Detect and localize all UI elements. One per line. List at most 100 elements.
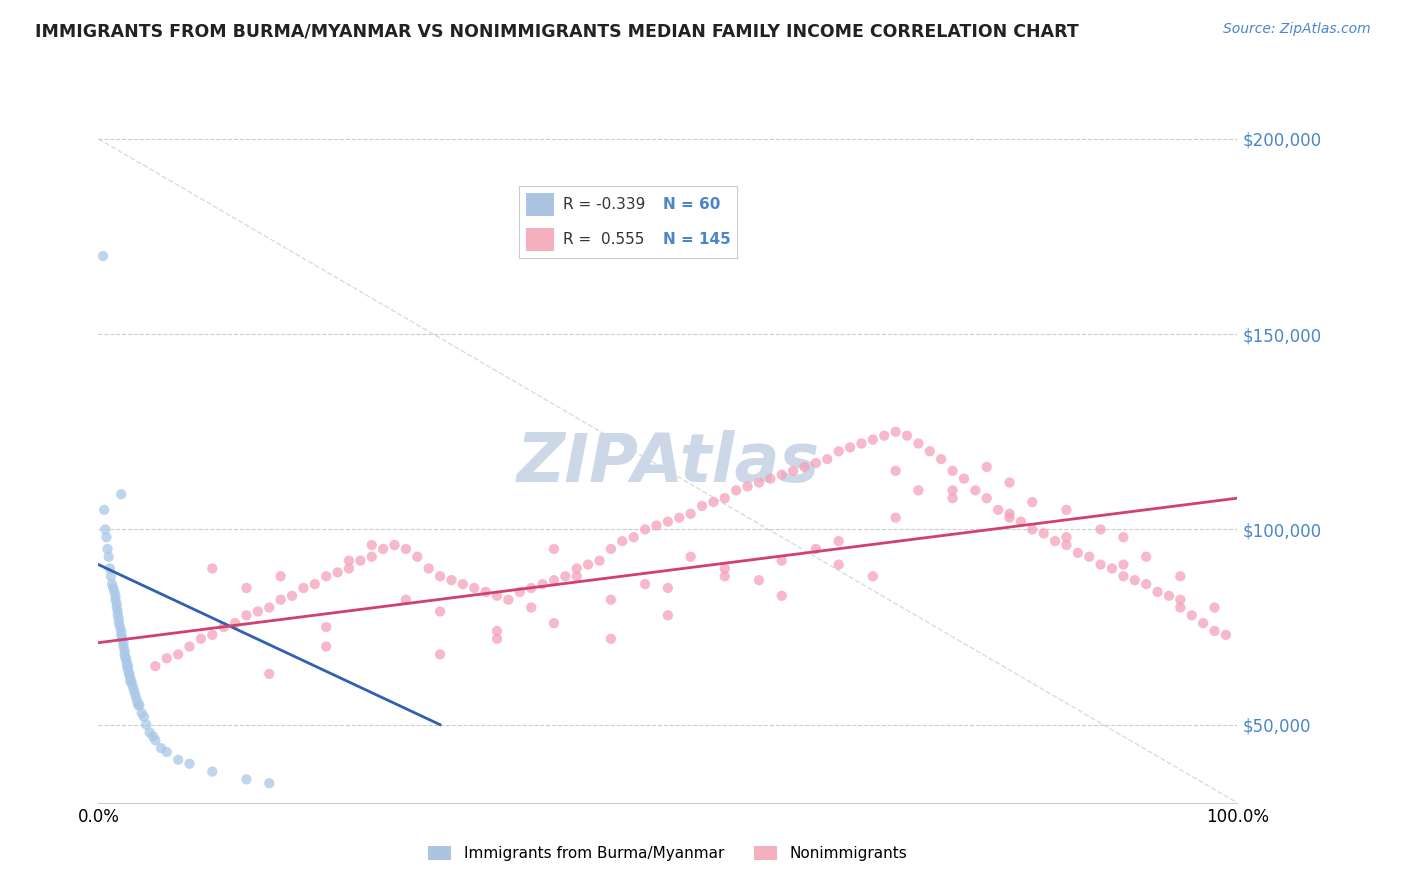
Point bbox=[804, 456, 827, 470]
Point bbox=[429, 604, 451, 618]
Point bbox=[657, 515, 679, 529]
Point bbox=[98, 561, 121, 575]
Point bbox=[125, 690, 148, 705]
Point bbox=[1170, 592, 1192, 607]
Point bbox=[201, 628, 224, 642]
Point bbox=[942, 464, 965, 478]
Point bbox=[942, 483, 965, 498]
Point bbox=[246, 604, 269, 618]
Point bbox=[576, 558, 599, 572]
Point bbox=[110, 624, 132, 638]
Point bbox=[770, 589, 793, 603]
Point bbox=[179, 756, 201, 771]
Point bbox=[828, 444, 851, 458]
Point bbox=[1170, 569, 1192, 583]
Point bbox=[1010, 515, 1032, 529]
Point bbox=[360, 549, 382, 564]
Point bbox=[107, 604, 129, 618]
Point bbox=[150, 741, 173, 756]
Point bbox=[509, 585, 531, 599]
Point bbox=[1054, 538, 1078, 552]
Point bbox=[235, 608, 257, 623]
Point bbox=[907, 436, 929, 450]
Point bbox=[839, 441, 862, 455]
Point bbox=[600, 632, 623, 646]
Point bbox=[145, 659, 167, 673]
Point bbox=[998, 510, 1021, 524]
Point bbox=[131, 706, 153, 720]
Point bbox=[851, 436, 873, 450]
Point bbox=[201, 561, 224, 575]
Point bbox=[486, 589, 509, 603]
Point bbox=[112, 635, 135, 649]
Point bbox=[862, 569, 884, 583]
Point bbox=[474, 585, 496, 599]
Point bbox=[1157, 589, 1180, 603]
Point bbox=[565, 561, 588, 575]
Point bbox=[112, 640, 135, 654]
Point bbox=[714, 491, 737, 505]
Point bbox=[976, 491, 998, 505]
Point bbox=[1021, 523, 1043, 537]
Point bbox=[1112, 530, 1135, 544]
Point bbox=[118, 667, 141, 681]
Point bbox=[862, 433, 884, 447]
Point bbox=[634, 577, 657, 591]
Point bbox=[105, 597, 128, 611]
Point bbox=[120, 674, 142, 689]
Point bbox=[1135, 549, 1157, 564]
Text: IMMIGRANTS FROM BURMA/MYANMAR VS NONIMMIGRANTS MEDIAN FAMILY INCOME CORRELATION : IMMIGRANTS FROM BURMA/MYANMAR VS NONIMMI… bbox=[35, 22, 1078, 40]
Point bbox=[714, 561, 737, 575]
Point bbox=[1101, 561, 1123, 575]
Point bbox=[714, 569, 737, 583]
Legend: Immigrants from Burma/Myanmar, Nonimmigrants: Immigrants from Burma/Myanmar, Nonimmigr… bbox=[422, 840, 914, 867]
Point bbox=[114, 648, 136, 662]
Point bbox=[679, 549, 702, 564]
Point bbox=[1054, 530, 1078, 544]
Point bbox=[702, 495, 724, 509]
Text: N = 145: N = 145 bbox=[662, 232, 731, 247]
Point bbox=[145, 733, 167, 747]
Point bbox=[235, 772, 257, 787]
Point bbox=[270, 569, 292, 583]
Point bbox=[118, 667, 141, 681]
Point bbox=[108, 616, 131, 631]
Point bbox=[103, 581, 125, 595]
Bar bbox=[526, 227, 554, 251]
Point bbox=[235, 581, 257, 595]
Point bbox=[179, 640, 201, 654]
Point bbox=[114, 651, 136, 665]
Point bbox=[748, 573, 770, 587]
Point bbox=[531, 577, 554, 591]
Point bbox=[907, 483, 929, 498]
Point bbox=[349, 554, 371, 568]
Point bbox=[645, 518, 668, 533]
Point bbox=[600, 592, 623, 607]
Point bbox=[965, 483, 987, 498]
Point bbox=[1021, 495, 1043, 509]
Y-axis label: Median Family Income: Median Family Income bbox=[0, 356, 7, 527]
Point bbox=[326, 566, 349, 580]
Point bbox=[612, 534, 634, 549]
Point bbox=[270, 592, 292, 607]
Point bbox=[634, 523, 657, 537]
Point bbox=[103, 585, 125, 599]
Point bbox=[737, 479, 759, 493]
Point bbox=[111, 632, 134, 646]
Point bbox=[110, 628, 132, 642]
Point bbox=[96, 541, 118, 556]
Point bbox=[884, 464, 907, 478]
Point bbox=[1204, 624, 1226, 638]
Point bbox=[725, 483, 748, 498]
Point bbox=[108, 620, 131, 634]
Point bbox=[1135, 577, 1157, 591]
Point bbox=[998, 475, 1021, 490]
Point bbox=[337, 554, 360, 568]
Point bbox=[107, 608, 129, 623]
Point bbox=[1170, 600, 1192, 615]
Point bbox=[543, 616, 565, 631]
Point bbox=[1078, 549, 1101, 564]
Point bbox=[315, 640, 337, 654]
Point bbox=[117, 663, 139, 677]
Point bbox=[942, 491, 965, 505]
